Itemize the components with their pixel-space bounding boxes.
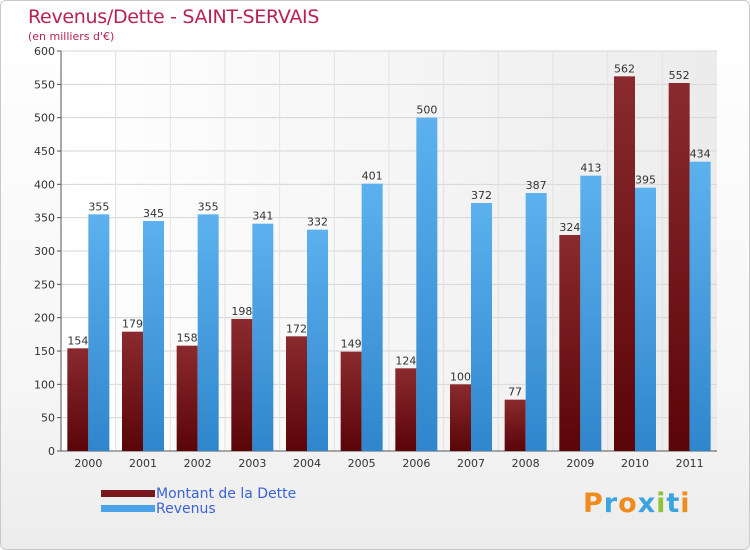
bar-dette xyxy=(340,351,362,451)
bar-revenus xyxy=(689,161,711,451)
logo-letter: i xyxy=(656,488,667,519)
bar-revenus xyxy=(361,183,383,451)
legend-label-dette: Montant de la Dette xyxy=(156,486,297,502)
x-tick-label: 2006 xyxy=(402,457,430,470)
y-tick-label: 600 xyxy=(34,45,55,58)
y-tick-label: 550 xyxy=(34,78,55,91)
data-label-dette: 154 xyxy=(67,334,88,347)
bar-dette xyxy=(559,235,581,451)
bar-revenus xyxy=(471,203,492,451)
data-label-revenus: 401 xyxy=(362,170,383,183)
bar-revenus xyxy=(307,229,328,451)
x-tick-label: 2003 xyxy=(238,457,266,470)
bar-dette xyxy=(668,83,690,451)
data-label-revenus: 341 xyxy=(252,210,273,223)
data-label-revenus: 434 xyxy=(690,148,711,161)
data-label-revenus: 355 xyxy=(88,200,109,213)
logo-letter: t xyxy=(666,488,681,519)
data-label-revenus: 387 xyxy=(526,179,547,192)
y-tick-label: 300 xyxy=(34,245,55,258)
bar-dette xyxy=(286,336,307,451)
data-label-dette: 562 xyxy=(614,62,635,75)
bar-dette xyxy=(67,348,89,451)
bar-revenus xyxy=(525,193,547,451)
data-label-dette: 149 xyxy=(341,338,362,351)
logo-letter: i xyxy=(680,488,691,519)
bar-revenus xyxy=(88,214,110,451)
bar-dette xyxy=(504,399,526,451)
data-label-revenus: 395 xyxy=(635,174,656,187)
y-tick-label: 50 xyxy=(41,412,55,425)
x-tick-label: 2011 xyxy=(676,457,704,470)
data-label-revenus: 413 xyxy=(580,162,601,175)
y-tick-label: 350 xyxy=(34,212,55,225)
bar-revenus xyxy=(416,117,438,452)
x-tick-label: 2007 xyxy=(457,457,485,470)
data-label-revenus: 372 xyxy=(471,189,492,202)
bar-dette xyxy=(231,319,253,451)
y-tick-label: 500 xyxy=(34,112,55,125)
y-tick-label: 0 xyxy=(48,445,55,458)
bar-revenus xyxy=(143,221,164,451)
chart-title: Revenus/Dette - SAINT-SERVAIS xyxy=(28,6,320,28)
x-tick-label: 2000 xyxy=(74,457,102,470)
legend-swatch-dette xyxy=(101,490,155,497)
data-label-dette: 198 xyxy=(231,305,252,318)
x-tick-label: 2010 xyxy=(621,457,649,470)
y-tick-label: 250 xyxy=(34,278,55,291)
proxiti-logo[interactable]: Proxiti xyxy=(583,488,691,519)
bar-revenus xyxy=(580,175,602,451)
x-tick-label: 2002 xyxy=(184,457,212,470)
logo-letter: P xyxy=(583,488,604,519)
bar-dette xyxy=(176,345,198,451)
logo-letter: o xyxy=(618,488,638,519)
data-label-revenus: 332 xyxy=(307,216,328,229)
y-tick-label: 100 xyxy=(34,378,55,391)
data-label-revenus: 355 xyxy=(198,200,219,213)
logo-letter: x xyxy=(637,488,657,519)
bar-dette xyxy=(122,331,143,451)
y-tick-label: 150 xyxy=(34,345,55,358)
x-tick-label: 2004 xyxy=(293,457,321,470)
data-label-revenus: 500 xyxy=(416,104,437,117)
data-label-dette: 324 xyxy=(559,221,580,234)
y-tick-label: 450 xyxy=(34,145,55,158)
x-tick-label: 2005 xyxy=(348,457,376,470)
data-label-dette: 179 xyxy=(122,318,143,331)
data-label-dette: 100 xyxy=(450,370,471,383)
y-tick-label: 200 xyxy=(34,312,55,325)
data-label-dette: 172 xyxy=(286,322,307,335)
bar-revenus xyxy=(635,187,656,451)
data-label-dette: 552 xyxy=(669,69,690,82)
chart-subtitle: (en milliers d'€) xyxy=(28,30,115,43)
data-label-revenus: 345 xyxy=(143,207,164,220)
x-tick-label: 2001 xyxy=(129,457,157,470)
legend-swatch-revenus xyxy=(101,505,155,512)
x-tick-label: 2009 xyxy=(566,457,594,470)
y-tick-label: 400 xyxy=(34,178,55,191)
x-tick-label: 2008 xyxy=(512,457,540,470)
bar-dette xyxy=(614,76,635,451)
data-label-dette: 124 xyxy=(395,354,416,367)
data-label-dette: 158 xyxy=(177,332,198,345)
data-label-dette: 77 xyxy=(508,386,522,399)
bar-dette xyxy=(450,384,471,451)
bar-revenus xyxy=(197,214,219,451)
legend-label-revenus: Revenus xyxy=(156,501,216,517)
bar-dette xyxy=(395,368,417,451)
logo-letter: r xyxy=(603,488,619,519)
bar-revenus xyxy=(252,223,274,451)
